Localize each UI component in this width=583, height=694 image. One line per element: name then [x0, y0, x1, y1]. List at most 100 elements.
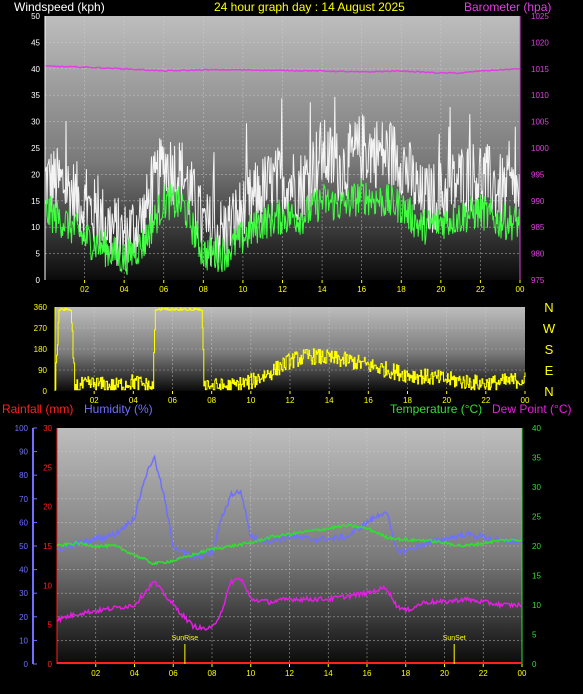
heading-label: E: [545, 363, 554, 378]
x-tick-label: 02: [80, 285, 89, 294]
windspeed-label: Windspeed (kph): [14, 0, 105, 14]
temperature-label: Temperature (°C): [390, 402, 483, 416]
dewpoint-line: [56, 577, 523, 631]
barometer-label: Barometer (hpa): [464, 0, 552, 14]
humidity-tick-label: 70: [19, 495, 28, 504]
y-right-tick-label: 1015: [531, 65, 549, 74]
wind-barometer-chart: 0510152025303540455097598098599099510001…: [31, 12, 549, 294]
x-tick-label: 10: [246, 669, 255, 678]
x-tick-label: 14: [324, 669, 333, 678]
dewpoint-label: Dew Point (°C): [492, 402, 572, 416]
y-left-tick-label: 5: [36, 250, 41, 259]
y-right-tick-label: 985: [531, 223, 545, 232]
y-left-tick-label: 25: [31, 144, 40, 153]
direction-tick-label: 90: [38, 366, 47, 375]
x-tick-label: 00: [518, 669, 527, 678]
temperature-tick-label: 30: [532, 483, 541, 492]
heading-label: S: [545, 342, 554, 357]
humidity-tick-label: 40: [19, 566, 28, 575]
x-tick-label: 22: [481, 396, 490, 405]
y-left-tick-label: 45: [31, 38, 40, 47]
y-left-tick-label: 35: [31, 91, 40, 100]
temperature-tick-label: 10: [532, 601, 541, 610]
y-left-tick-label: 20: [31, 170, 40, 179]
y-right-tick-label: 990: [531, 197, 545, 206]
temperature-tick-label: 35: [532, 454, 541, 463]
x-tick-label: 14: [318, 285, 327, 294]
y-left-tick-label: 30: [31, 118, 40, 127]
heading-label: N: [544, 384, 553, 399]
direction-tick-label: 270: [34, 324, 48, 333]
y-left-tick-label: 10: [31, 223, 40, 232]
temperature-tick-label: 20: [532, 542, 541, 551]
x-tick-label: 06: [168, 396, 177, 405]
rainfall-tick-label: 20: [43, 503, 52, 512]
y-right-tick-label: 1010: [531, 91, 549, 100]
y-right-tick-label: 1020: [531, 38, 549, 47]
x-tick-label: 22: [479, 669, 488, 678]
y-right-tick-label: 1025: [531, 12, 549, 21]
x-tick-label: 04: [130, 669, 139, 678]
humidity-tick-label: 30: [19, 589, 28, 598]
temperature-tick-label: 40: [532, 424, 541, 433]
x-tick-label: 08: [207, 396, 216, 405]
sunrise-label: SunRise: [172, 635, 199, 642]
x-tick-label: 20: [440, 669, 449, 678]
y-left-tick-label: 0: [36, 276, 41, 285]
humidity-tick-label: 50: [19, 542, 28, 551]
x-tick-label: 12: [285, 669, 294, 678]
x-tick-label: 12: [278, 285, 287, 294]
y-left-tick-label: 15: [31, 197, 40, 206]
humidity-tick-label: 60: [19, 518, 28, 527]
x-tick-label: 00: [521, 396, 530, 405]
temperature-tick-label: 25: [532, 513, 541, 522]
humidity-label: Humidity (%): [84, 402, 153, 416]
y-right-tick-label: 975: [531, 276, 545, 285]
rainfall-tick-label: 0: [48, 660, 53, 669]
x-tick-label: 22: [476, 285, 485, 294]
temp-humidity-chart: 0102030405060708090100051015202530051015…: [15, 424, 542, 678]
humidity-line: [56, 454, 523, 562]
humidity-tick-label: 80: [19, 471, 28, 480]
y-right-tick-label: 995: [531, 170, 545, 179]
humidity-tick-label: 100: [15, 424, 29, 433]
temperature-tick-label: 15: [532, 572, 541, 581]
y-right-tick-label: 1005: [531, 118, 549, 127]
x-tick-label: 18: [403, 396, 412, 405]
x-tick-label: 06: [169, 669, 178, 678]
y-left-tick-label: 50: [31, 12, 40, 21]
y-right-tick-label: 980: [531, 250, 545, 259]
average-wind-line: [44, 178, 521, 276]
x-tick-label: 02: [90, 396, 99, 405]
x-tick-label: 18: [397, 285, 406, 294]
x-tick-label: 16: [357, 285, 366, 294]
x-tick-label: 18: [401, 669, 410, 678]
direction-tick-label: 180: [34, 345, 48, 354]
x-tick-label: 04: [129, 396, 138, 405]
temperature-tick-label: 5: [532, 631, 537, 640]
x-tick-label: 12: [286, 396, 295, 405]
x-tick-label: 04: [120, 285, 129, 294]
barometer-line: [44, 64, 521, 75]
wind-direction-line: [54, 307, 526, 391]
y-left-tick-label: 40: [31, 65, 40, 74]
x-tick-label: 06: [159, 285, 168, 294]
x-tick-label: 14: [325, 396, 334, 405]
x-tick-label: 20: [436, 285, 445, 294]
rainfall-tick-label: 5: [48, 621, 53, 630]
humidity-tick-label: 10: [19, 636, 28, 645]
direction-tick-label: 0: [43, 387, 48, 396]
humidity-tick-label: 20: [19, 613, 28, 622]
temperature-line: [56, 523, 523, 566]
x-tick-label: 20: [442, 396, 451, 405]
rainfall-tick-label: 15: [43, 542, 52, 551]
heading-label: N: [544, 300, 553, 315]
x-tick-label: 08: [199, 285, 208, 294]
heading-label: W: [543, 321, 556, 336]
rainfall-tick-label: 10: [43, 581, 52, 590]
x-tick-label: 10: [238, 285, 247, 294]
rainfall-tick-label: 30: [43, 424, 52, 433]
rainfall-tick-label: 25: [43, 463, 52, 472]
